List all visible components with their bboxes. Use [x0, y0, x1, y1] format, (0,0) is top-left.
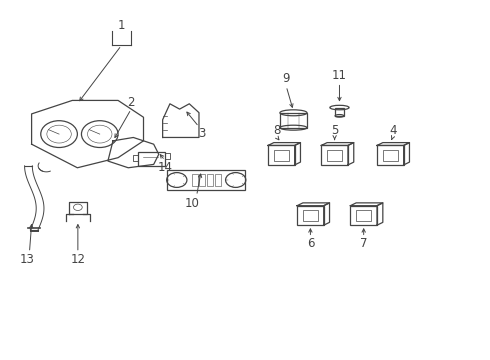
Text: 11: 11 — [332, 69, 347, 82]
Bar — [327, 150, 342, 161]
Bar — [168, 170, 245, 190]
Text: 3: 3 — [197, 127, 205, 140]
Bar — [207, 174, 213, 186]
Bar — [350, 206, 377, 225]
Text: 12: 12 — [71, 253, 85, 266]
Text: 13: 13 — [20, 253, 34, 266]
Bar — [138, 152, 165, 166]
Bar — [356, 210, 371, 221]
Bar — [274, 150, 289, 161]
Text: 8: 8 — [273, 124, 280, 137]
Text: 7: 7 — [360, 237, 368, 250]
Bar — [335, 108, 344, 116]
Bar — [199, 174, 205, 186]
Bar — [383, 150, 398, 161]
Text: 2: 2 — [127, 95, 135, 108]
Bar — [297, 206, 324, 225]
Text: 6: 6 — [307, 237, 314, 250]
Bar — [192, 174, 197, 186]
Bar — [321, 145, 348, 165]
Bar — [377, 145, 404, 165]
Bar — [215, 174, 221, 186]
Text: 9: 9 — [282, 72, 290, 85]
Text: 14: 14 — [158, 161, 172, 174]
Bar — [303, 210, 318, 221]
Bar — [280, 113, 307, 128]
Text: 10: 10 — [184, 197, 199, 210]
Bar — [268, 145, 294, 165]
Text: 4: 4 — [389, 124, 396, 137]
Text: 1: 1 — [118, 19, 125, 32]
Text: 5: 5 — [331, 124, 338, 137]
